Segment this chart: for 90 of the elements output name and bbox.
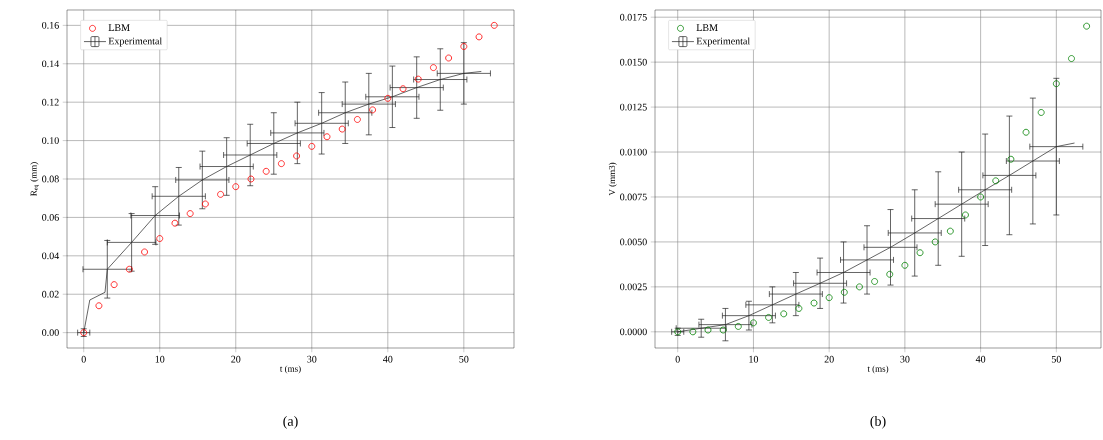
point	[734, 323, 742, 330]
x-tick-label: 20	[231, 355, 241, 363]
point	[354, 116, 361, 123]
text: (b)	[870, 416, 886, 429]
point	[217, 190, 224, 198]
legend-label: LBM	[108, 24, 130, 31]
point	[414, 75, 422, 83]
x-tick-label: 40	[975, 355, 986, 363]
point	[338, 125, 346, 133]
point	[901, 261, 909, 269]
point	[293, 152, 300, 160]
point	[141, 248, 148, 256]
y-axis-title: R$_{eq}$ (mm)	[30, 162, 39, 196]
text: (a)	[283, 416, 298, 429]
x-tick-label: 40	[383, 355, 393, 363]
point	[871, 278, 878, 285]
y-tick-label: 0.0050	[620, 238, 647, 246]
y-axis-title: V (mm3)	[608, 162, 617, 196]
point	[689, 328, 697, 336]
point	[825, 294, 833, 302]
x-tick-label: 10	[749, 355, 759, 363]
point	[977, 193, 985, 201]
x-tick-label: 50	[1051, 355, 1061, 363]
point	[399, 85, 407, 93]
point	[262, 167, 270, 175]
point	[110, 281, 118, 289]
x-axis-title: t (ms)	[867, 365, 889, 374]
x-tick-label: 10	[155, 355, 165, 363]
point	[369, 106, 377, 114]
point	[308, 142, 316, 150]
point	[384, 94, 392, 102]
y-tick-label: 0.12	[42, 98, 59, 106]
point	[1037, 109, 1045, 116]
point	[962, 211, 969, 219]
point	[931, 238, 939, 246]
y-tick-label: 0.0100	[620, 148, 647, 156]
point	[992, 177, 1000, 185]
point	[810, 299, 818, 307]
x-tick-label: 0	[81, 355, 86, 363]
x-axis-title: t (ms)	[279, 365, 301, 374]
point	[1022, 128, 1030, 136]
point	[795, 305, 803, 312]
point	[780, 310, 788, 318]
point	[95, 302, 103, 310]
y-tick-label: 0.04	[42, 252, 60, 260]
point	[430, 64, 437, 72]
legend-label: LBM	[696, 24, 718, 31]
point	[946, 227, 954, 235]
point	[277, 160, 285, 168]
x-tick-label: 30	[900, 355, 910, 363]
y-tick-label: 0.16	[42, 21, 59, 29]
point	[171, 219, 179, 227]
x-tick-label: 0	[675, 355, 680, 363]
point	[232, 183, 240, 191]
point	[156, 235, 164, 242]
x-tick-label: 50	[459, 355, 469, 363]
point	[475, 33, 483, 41]
legend-label: Experimental	[696, 37, 750, 47]
point	[765, 314, 772, 321]
point	[1052, 80, 1060, 88]
y-tick-label: 0.0075	[620, 193, 647, 201]
point	[445, 54, 453, 62]
point	[323, 133, 331, 141]
y-tick-label: 0.10	[42, 137, 59, 144]
point	[1007, 155, 1015, 163]
point	[916, 249, 924, 257]
point	[460, 43, 468, 50]
point	[886, 270, 894, 278]
y-tick-label: 0.0025	[620, 283, 647, 291]
point	[856, 283, 863, 291]
legend-label: Experimental	[108, 37, 162, 47]
y-tick-label: 0.02	[42, 290, 59, 298]
point	[247, 175, 255, 183]
y-tick-label: 0.08	[42, 175, 59, 183]
point	[1068, 55, 1075, 62]
point	[201, 200, 209, 208]
point	[704, 326, 712, 334]
y-tick-label: 0.14	[42, 60, 60, 68]
point	[490, 21, 498, 29]
y-tick-label: 0.0150	[620, 58, 647, 66]
y-tick-label: 0.06	[42, 214, 59, 221]
y-tick-label: 0.00	[42, 329, 59, 337]
y-tick-label: 0.0000	[620, 328, 647, 336]
point	[840, 288, 848, 296]
point	[1083, 22, 1091, 30]
y-tick-label: 0.0125	[620, 103, 647, 111]
y-tick-label: 0.0175	[620, 13, 647, 21]
point	[186, 210, 194, 217]
x-tick-label: 20	[824, 355, 834, 363]
x-tick-label: 30	[307, 355, 317, 363]
